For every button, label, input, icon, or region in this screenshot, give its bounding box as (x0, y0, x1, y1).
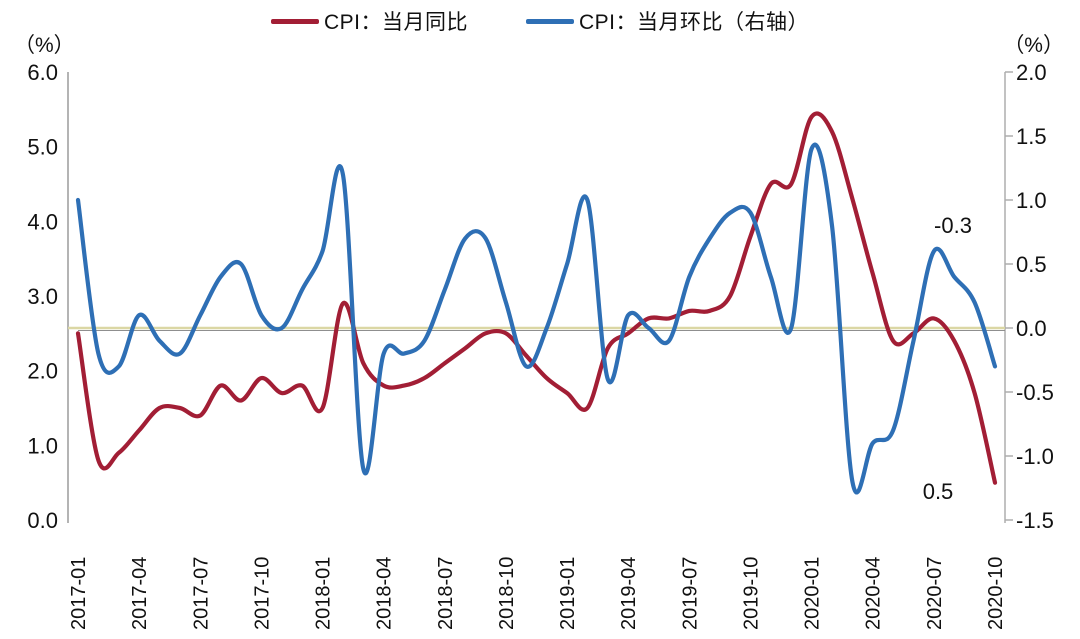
line-cpi-mom (75, 142, 998, 495)
left-axis-unit-label: （%） (14, 34, 75, 57)
left-axis-tick-label: 3.0 (27, 284, 58, 309)
x-axis-tick-label: 2018-07 (435, 557, 457, 630)
right-axis-tick-label: 0.5 (1016, 252, 1047, 277)
x-axis-tick-label: 2020-07 (924, 557, 946, 630)
value-annotation: -0.3 (934, 213, 972, 238)
line-cpi-yoy (75, 111, 998, 485)
right-axis-tick-label: 2.0 (1016, 60, 1047, 85)
left-axis-tick-label: 6.0 (27, 60, 58, 85)
right-axis-unit-label: （%） (1003, 34, 1064, 57)
legend-label-cpi-yoy: CPI：当月同比 (323, 11, 468, 34)
left-axis-tick-label: 1.0 (27, 433, 58, 458)
legend-item-cpi-mom: CPI：当月环比（右轴） (526, 6, 809, 36)
legend-label-cpi-mom: CPI：当月环比（右轴） (579, 11, 810, 34)
right-axis-tick-label: 0.0 (1016, 316, 1047, 341)
right-axis-tick-label: -1.0 (1016, 444, 1054, 469)
x-axis-tick-label: 2019-04 (618, 557, 640, 630)
right-axis-tick-label: 1.0 (1016, 188, 1047, 213)
x-axis-tick-label: 2018-04 (374, 557, 396, 630)
right-axis-tick-label: -0.5 (1016, 380, 1054, 405)
x-axis-tick-label: 2017-01 (68, 557, 90, 630)
left-axis-tick-label: 2.0 (27, 359, 58, 384)
x-axis-tick-label: 2019-10 (740, 557, 762, 630)
x-axis-tick-label: 2019-01 (557, 557, 579, 630)
left-axis-tick-label: 5.0 (27, 135, 58, 160)
x-axis-tick-label: 2017-10 (251, 557, 273, 630)
x-axis-tick-label: 2017-07 (190, 557, 212, 630)
x-axis-tick-label: 2018-10 (496, 557, 518, 630)
x-axis-tick-label: 2019-07 (679, 557, 701, 630)
x-axis-tick-label: 2017-04 (129, 557, 151, 630)
right-axis-tick-label: -1.5 (1016, 508, 1054, 533)
x-axis-tick-label: 2020-04 (863, 557, 885, 630)
legend-line-swatch-blue (526, 18, 574, 24)
right-axis-tick-label: 1.5 (1016, 124, 1047, 149)
x-axis-tick-label: 2020-01 (802, 557, 824, 630)
chart-legend: CPI：当月同比 CPI：当月环比（右轴） (0, 6, 1080, 36)
x-axis-tick-label: 2018-01 (313, 557, 335, 630)
value-annotation: 0.5 (923, 479, 954, 504)
x-axis-tick-label: 2020-10 (985, 557, 1007, 630)
left-axis-tick-label: 4.0 (27, 209, 58, 234)
legend-line-swatch-red (270, 18, 319, 24)
left-axis-tick-label: 0.0 (27, 508, 58, 533)
legend-item-cpi-yoy: CPI：当月同比 (270, 6, 468, 36)
